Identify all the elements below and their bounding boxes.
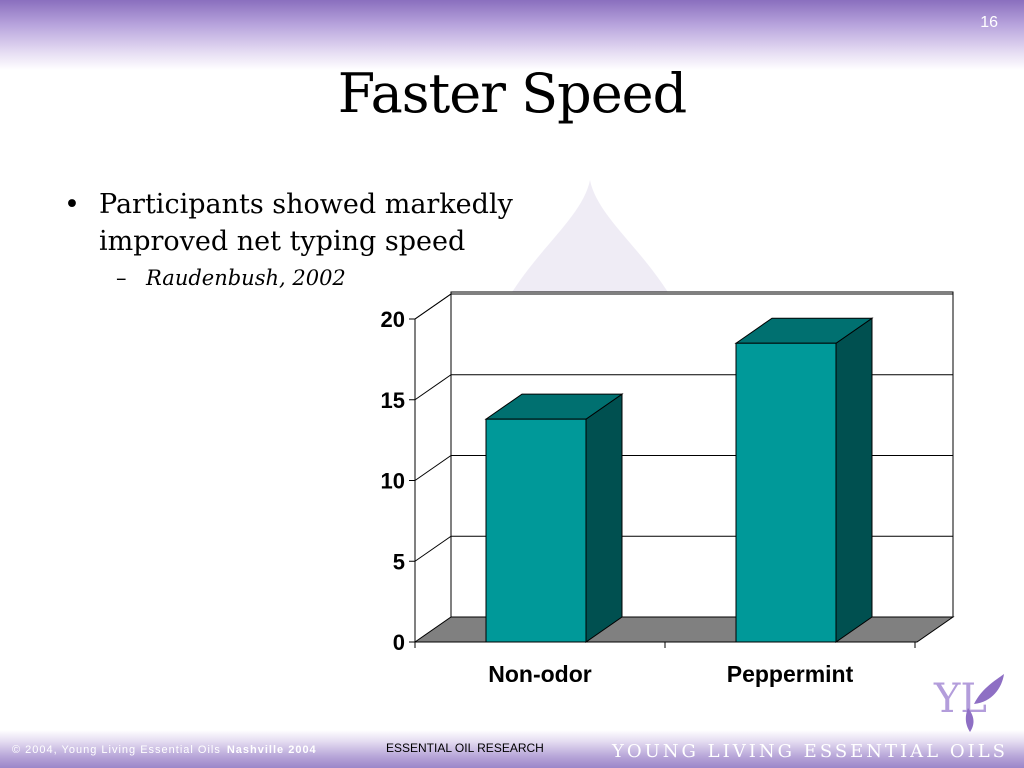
footer-brand: YOUNG LIVING ESSENTIAL OILS: [612, 741, 1008, 762]
footer-copyright: © 2004, Young Living Essential Oils Nashv…: [12, 744, 317, 756]
y-tick-label: 10: [381, 469, 405, 494]
slide-number: 16: [980, 14, 998, 31]
slide-title: Faster Speed: [337, 62, 687, 125]
footer-center-text: ESSENTIAL OIL RESEARCH: [386, 741, 544, 755]
bar-side: [585, 393, 623, 643]
bar-side: [835, 317, 873, 643]
bullet-icon: •: [64, 189, 80, 220]
y-axis-top-edge: [414, 293, 452, 320]
sub-bullet-dash: –: [116, 266, 127, 290]
x-category-label: Non-odor: [488, 661, 592, 687]
yl-logo-icon: YL: [933, 674, 1004, 732]
gridline-side: [414, 374, 452, 401]
event-text: Nashville 2004: [226, 744, 317, 756]
bullet-text: Participants showed markedly improved ne…: [99, 189, 513, 257]
y-tick-label: 0: [393, 630, 405, 655]
bar: [735, 342, 837, 643]
bar-chart: 0 5 10 15 20 Non-odor Peppermint: [381, 291, 955, 687]
bar: [485, 418, 587, 643]
y-tick-label: 15: [381, 388, 405, 413]
footer-band: [0, 730, 1024, 768]
citation-text: Raudenbush, 2002: [146, 266, 346, 290]
gridline-side: [414, 535, 452, 562]
gridline-side: [414, 455, 452, 481]
copyright-text: © 2004, Young Living Essential Oils: [12, 744, 221, 756]
y-tick-label: 20: [381, 307, 405, 332]
x-category-label: Peppermint: [727, 661, 854, 687]
y-tick-label: 5: [393, 549, 405, 574]
header-band: [0, 0, 1024, 70]
